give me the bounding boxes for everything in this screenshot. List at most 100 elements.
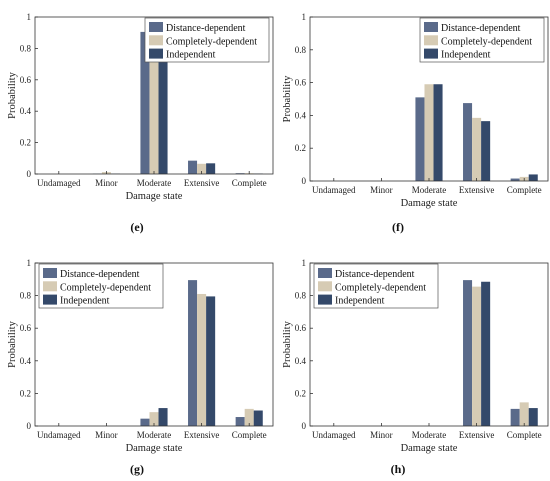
legend-swatch (43, 294, 57, 305)
x-axis-label: Damage state (401, 198, 458, 209)
y-axis-label: Probability (282, 320, 293, 367)
legend-label: Completely-dependent (166, 36, 257, 47)
legend-swatch (43, 268, 57, 278)
y-tick-label: 0.6 (295, 78, 307, 88)
legend: Distance-dependent Completely-dependent In… (38, 263, 164, 309)
legend-swatch (424, 48, 438, 59)
x-tick-label: Complete (232, 430, 267, 440)
y-tick-label: 0 (27, 421, 32, 431)
legend-label: Independent (60, 296, 110, 307)
caption-e: (e) (130, 220, 144, 234)
bar-3-series-0 (463, 103, 473, 181)
legend-swatch (318, 268, 332, 278)
legend-box (419, 17, 545, 63)
bar-2-series-0 (415, 97, 425, 181)
legend-label: Completely-dependent (441, 36, 532, 47)
x-tick-label: Complete (507, 430, 542, 440)
chart-svg: 0 0.2 0.4 0.6 0.8 1 Undamaged Minor Moderate Exte… (7, 12, 274, 202)
y-axis-label: Probability (282, 75, 293, 122)
chart-panel-e: 0 0.2 0.4 0.6 0.8 1 Undamaged Minor Moderate Exte… (5, 0, 275, 212)
legend: Distance-dependent Completely-dependent In… (419, 17, 545, 63)
bar-3-series-1 (197, 293, 207, 426)
legend-label: Distance-dependent (166, 23, 246, 34)
y-tick-label: 0.8 (20, 291, 32, 301)
y-axis-label: Probability (7, 71, 18, 118)
bar-3-series-1 (472, 286, 482, 426)
x-axis-label: Damage state (126, 191, 183, 202)
x-tick-label: Minor (370, 430, 393, 440)
y-tick-label: 0.2 (295, 388, 306, 398)
x-tick-label: Moderate (137, 430, 171, 440)
y-tick-label: 1 (27, 12, 32, 22)
y-tick-label: 0 (302, 176, 307, 186)
legend-swatch (149, 22, 163, 32)
bar-3-series-2 (206, 163, 216, 174)
x-tick-label: Moderate (412, 430, 446, 440)
legend: Distance-dependent Completely-dependent In… (144, 17, 270, 63)
legend-label: Independent (166, 50, 216, 61)
chart-panel-h: 0 0.2 0.4 0.6 0.8 1 Undamaged Minor Moderate Exte… (275, 242, 550, 462)
legend-label: Independent (335, 296, 385, 307)
x-tick-label: Undamaged (37, 178, 81, 188)
legend: Distance-dependent Completely-dependent In… (313, 263, 439, 309)
y-tick-label: 0.8 (295, 45, 307, 55)
bar-2-series-0 (140, 31, 150, 174)
x-tick-label: Minor (95, 430, 118, 440)
y-tick-label: 1 (27, 258, 32, 268)
legend-swatch (149, 48, 163, 59)
x-tick-label: Undamaged (312, 185, 356, 195)
legend-label: Independent (441, 50, 491, 61)
x-tick-label: Minor (370, 185, 393, 195)
legend-swatch (318, 281, 332, 292)
bar-4-series-0 (510, 178, 520, 181)
y-tick-label: 0.2 (20, 388, 31, 398)
x-tick-label: Minor (95, 178, 118, 188)
bar-2-series-1 (424, 84, 434, 181)
bar-4-series-1 (244, 408, 254, 426)
chart-panel-f: 0 0.2 0.4 0.6 0.8 1 Undamaged Minor Moderate Exte… (275, 0, 550, 215)
x-tick-label: Extensive (459, 430, 495, 440)
bar-2-series-1 (149, 412, 159, 426)
caption-h: (h) (390, 462, 406, 476)
x-tick-label: Complete (507, 185, 542, 195)
legend-swatch (149, 35, 163, 46)
legend-swatch (424, 35, 438, 46)
bar-2-series-2 (158, 408, 168, 426)
chart-panel-g: 0 0.2 0.4 0.6 0.8 1 Undamaged Minor Moderate Exte… (5, 242, 275, 462)
caption-f: (f) (392, 220, 404, 234)
x-axis-label: Damage state (126, 443, 183, 454)
bar-4-series-2 (528, 408, 538, 426)
legend-swatch (318, 294, 332, 305)
x-tick-label: Extensive (184, 178, 220, 188)
bar-2-series-0 (140, 418, 150, 426)
y-tick-label: 0.4 (295, 356, 307, 366)
chart-svg: 0 0.2 0.4 0.6 0.8 1 Undamaged Minor Moderate Exte… (282, 12, 549, 209)
y-tick-label: 1 (302, 12, 307, 22)
bar-3-series-0 (188, 280, 198, 426)
y-tick-label: 0.2 (295, 143, 306, 153)
legend-box (313, 263, 439, 309)
y-axis-label: Probability (7, 320, 18, 367)
bar-3-series-2 (206, 296, 216, 426)
x-tick-label: Undamaged (312, 430, 356, 440)
x-tick-label: Extensive (184, 430, 220, 440)
legend-label: Completely-dependent (60, 282, 151, 293)
legend-label: Distance-dependent (441, 23, 521, 34)
bar-3-series-1 (197, 163, 207, 174)
legend-label: Completely-dependent (335, 282, 426, 293)
x-tick-label: Undamaged (37, 430, 81, 440)
bar-3-series-1 (472, 117, 482, 181)
y-tick-label: 0.6 (20, 323, 32, 333)
x-tick-label: Moderate (137, 178, 171, 188)
legend-box (144, 17, 270, 63)
bar-4-series-0 (510, 408, 520, 426)
y-tick-label: 0.4 (20, 106, 32, 116)
bar-2-series-2 (433, 84, 443, 181)
y-tick-label: 0 (27, 169, 32, 179)
y-tick-label: 1 (302, 258, 307, 268)
y-tick-label: 0.4 (295, 110, 307, 120)
legend-swatch (424, 22, 438, 32)
bar-3-series-2 (481, 121, 491, 181)
bar-4-series-2 (528, 174, 538, 181)
legend-label: Distance-dependent (60, 269, 140, 280)
